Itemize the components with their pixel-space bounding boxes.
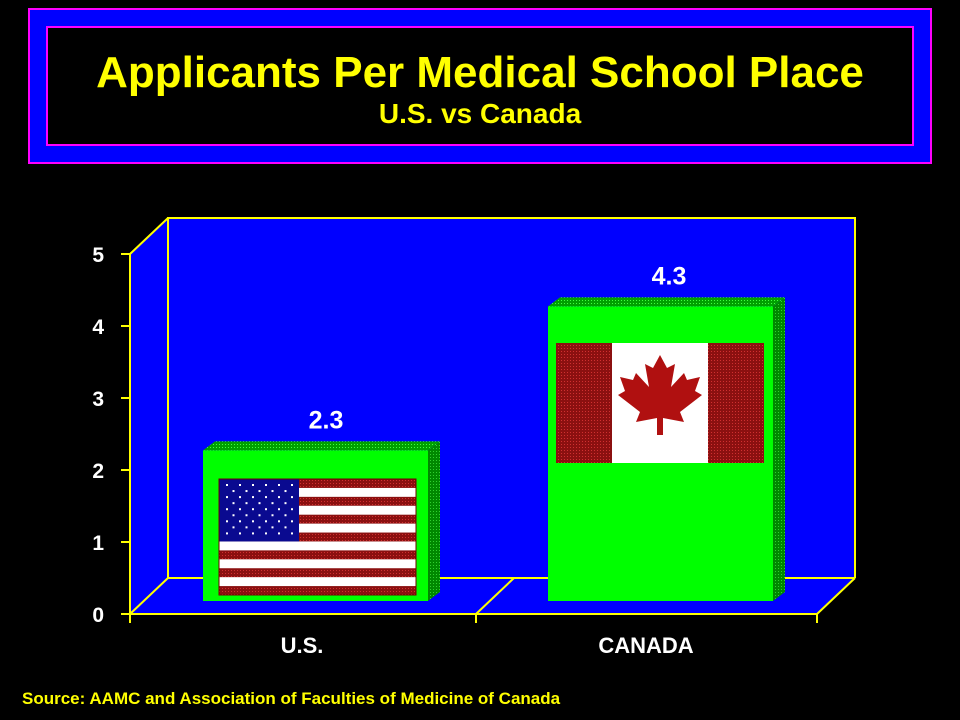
- y-tick-label: 3: [92, 388, 104, 411]
- data-label: 2.3: [309, 406, 344, 434]
- bar-top: [548, 297, 785, 307]
- plot-left-wall: [130, 218, 168, 614]
- y-axis: 0 1 2 3 4 5: [92, 244, 131, 627]
- x-tick-label: U.S.: [281, 633, 324, 658]
- source-note: Source: AAMC and Association of Facultie…: [22, 689, 561, 708]
- y-tick-label: 5: [92, 244, 104, 267]
- data-label: 4.3: [652, 262, 687, 290]
- bar-side: [428, 441, 440, 601]
- bars: 2.3 4.3: [203, 262, 785, 601]
- us-flag-icon: [218, 478, 417, 596]
- x-axis: U.S. CANADA: [129, 613, 818, 658]
- bar-canada: 4.3: [548, 262, 785, 601]
- x-tick-label: CANADA: [598, 633, 693, 658]
- chart-title: Applicants Per Medical School Place: [96, 48, 864, 97]
- maple-leaf-icon: [618, 355, 702, 435]
- y-tick-label: 1: [92, 532, 104, 555]
- y-tick-label: 0: [92, 604, 104, 627]
- y-tick-label: 2: [92, 460, 104, 483]
- y-tick-label: 4: [92, 316, 104, 339]
- title-panel: Applicants Per Medical School Place U.S.…: [46, 26, 914, 146]
- canada-flag-icon: [556, 343, 764, 463]
- chart-subtitle: U.S. vs Canada: [378, 98, 582, 129]
- bar-side: [773, 297, 785, 601]
- bar-us: 2.3: [203, 406, 440, 601]
- bar-top: [203, 441, 440, 451]
- title-banner: Applicants Per Medical School Place U.S.…: [28, 8, 932, 164]
